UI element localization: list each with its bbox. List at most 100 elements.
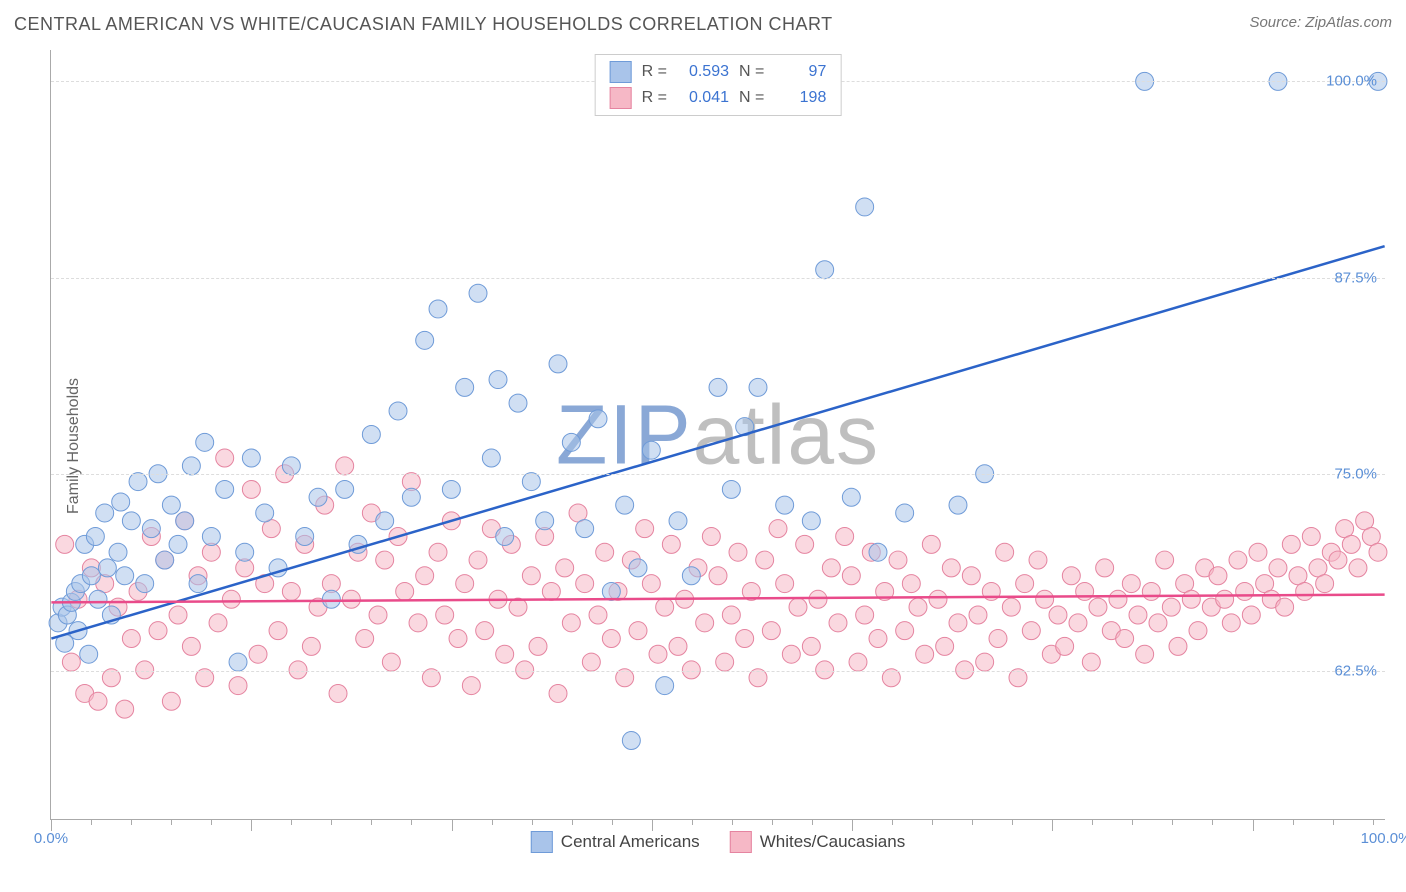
data-point [209, 614, 227, 632]
source-attribution: Source: ZipAtlas.com [1249, 14, 1392, 31]
data-point [829, 614, 847, 632]
data-point [222, 590, 240, 608]
data-point [642, 441, 660, 459]
data-point [376, 551, 394, 569]
r-label: R = [642, 89, 667, 107]
data-point [1109, 590, 1127, 608]
data-point [642, 575, 660, 593]
data-point [749, 378, 767, 396]
data-point [1116, 630, 1134, 648]
data-point [1076, 582, 1094, 600]
x-tick-label: 100.0% [1361, 830, 1406, 847]
data-point [302, 637, 320, 655]
data-point [509, 394, 527, 412]
data-point [109, 543, 127, 561]
data-point [922, 535, 940, 553]
data-point [669, 512, 687, 530]
data-point [382, 653, 400, 671]
data-point [496, 645, 514, 663]
legend-series-names: Central Americans Whites/Caucasians [531, 831, 905, 853]
data-point [896, 504, 914, 522]
data-point [1316, 575, 1334, 593]
data-point [802, 637, 820, 655]
data-point [616, 496, 634, 514]
data-point [536, 512, 554, 530]
data-point [489, 371, 507, 389]
data-point [1049, 606, 1067, 624]
data-point [596, 543, 614, 561]
data-point [182, 457, 200, 475]
data-point [602, 582, 620, 600]
chart-header: CENTRAL AMERICAN VS WHITE/CAUCASIAN FAMI… [14, 14, 1392, 35]
data-point [949, 496, 967, 514]
data-point [282, 457, 300, 475]
data-point [82, 567, 100, 585]
data-point [136, 575, 154, 593]
data-point [1056, 637, 1074, 655]
data-point [989, 630, 1007, 648]
data-point [476, 622, 494, 640]
data-point [769, 520, 787, 538]
data-point [89, 692, 107, 710]
data-point [1149, 614, 1167, 632]
data-point [456, 378, 474, 396]
data-point [996, 543, 1014, 561]
n-label: N = [739, 89, 764, 107]
data-point [1216, 590, 1234, 608]
data-point [1282, 535, 1300, 553]
data-point [576, 520, 594, 538]
data-point [662, 535, 680, 553]
data-point [122, 630, 140, 648]
data-point [429, 543, 447, 561]
data-point [229, 677, 247, 695]
data-point [936, 637, 954, 655]
data-point [1369, 543, 1387, 561]
data-point [656, 677, 674, 695]
data-point [929, 590, 947, 608]
data-point [816, 261, 834, 279]
data-point [902, 575, 920, 593]
data-point [1029, 551, 1047, 569]
data-point [656, 598, 674, 616]
data-point [522, 473, 540, 491]
data-point [336, 457, 354, 475]
data-point [1342, 535, 1360, 553]
data-point [176, 512, 194, 530]
data-point [709, 567, 727, 585]
data-point [469, 284, 487, 302]
data-point [822, 559, 840, 577]
data-point [169, 535, 187, 553]
data-point [442, 480, 460, 498]
data-point [602, 630, 620, 648]
data-point [1236, 582, 1254, 600]
data-point [416, 331, 434, 349]
legend-item-2: Whites/Caucasians [730, 831, 906, 853]
data-point [196, 433, 214, 451]
r-label: R = [642, 63, 667, 81]
data-point [189, 575, 207, 593]
data-point [496, 528, 514, 546]
data-point [1089, 598, 1107, 616]
legend-series-2-label: Whites/Caucasians [760, 832, 906, 852]
data-point [216, 480, 234, 498]
data-point [229, 653, 247, 671]
data-point [909, 598, 927, 616]
data-point [589, 410, 607, 428]
chart-title: CENTRAL AMERICAN VS WHITE/CAUCASIAN FAMI… [14, 14, 833, 35]
data-point [669, 637, 687, 655]
data-point [142, 520, 160, 538]
data-point [802, 512, 820, 530]
legend-stats-row-1: R = 0.593 N = 97 [596, 59, 841, 85]
data-point [1142, 582, 1160, 600]
plot-area: ZIPatlas ZIPatlas R = 0.593 N = 97 R = 0… [50, 50, 1385, 820]
data-point [202, 528, 220, 546]
data-point [249, 645, 267, 663]
data-point [409, 614, 427, 632]
data-point [182, 637, 200, 655]
data-point [169, 606, 187, 624]
data-point [86, 528, 104, 546]
data-point [1349, 559, 1367, 577]
legend-item-1: Central Americans [531, 831, 700, 853]
data-point [549, 355, 567, 373]
r-value-series-1: 0.593 [677, 63, 729, 81]
